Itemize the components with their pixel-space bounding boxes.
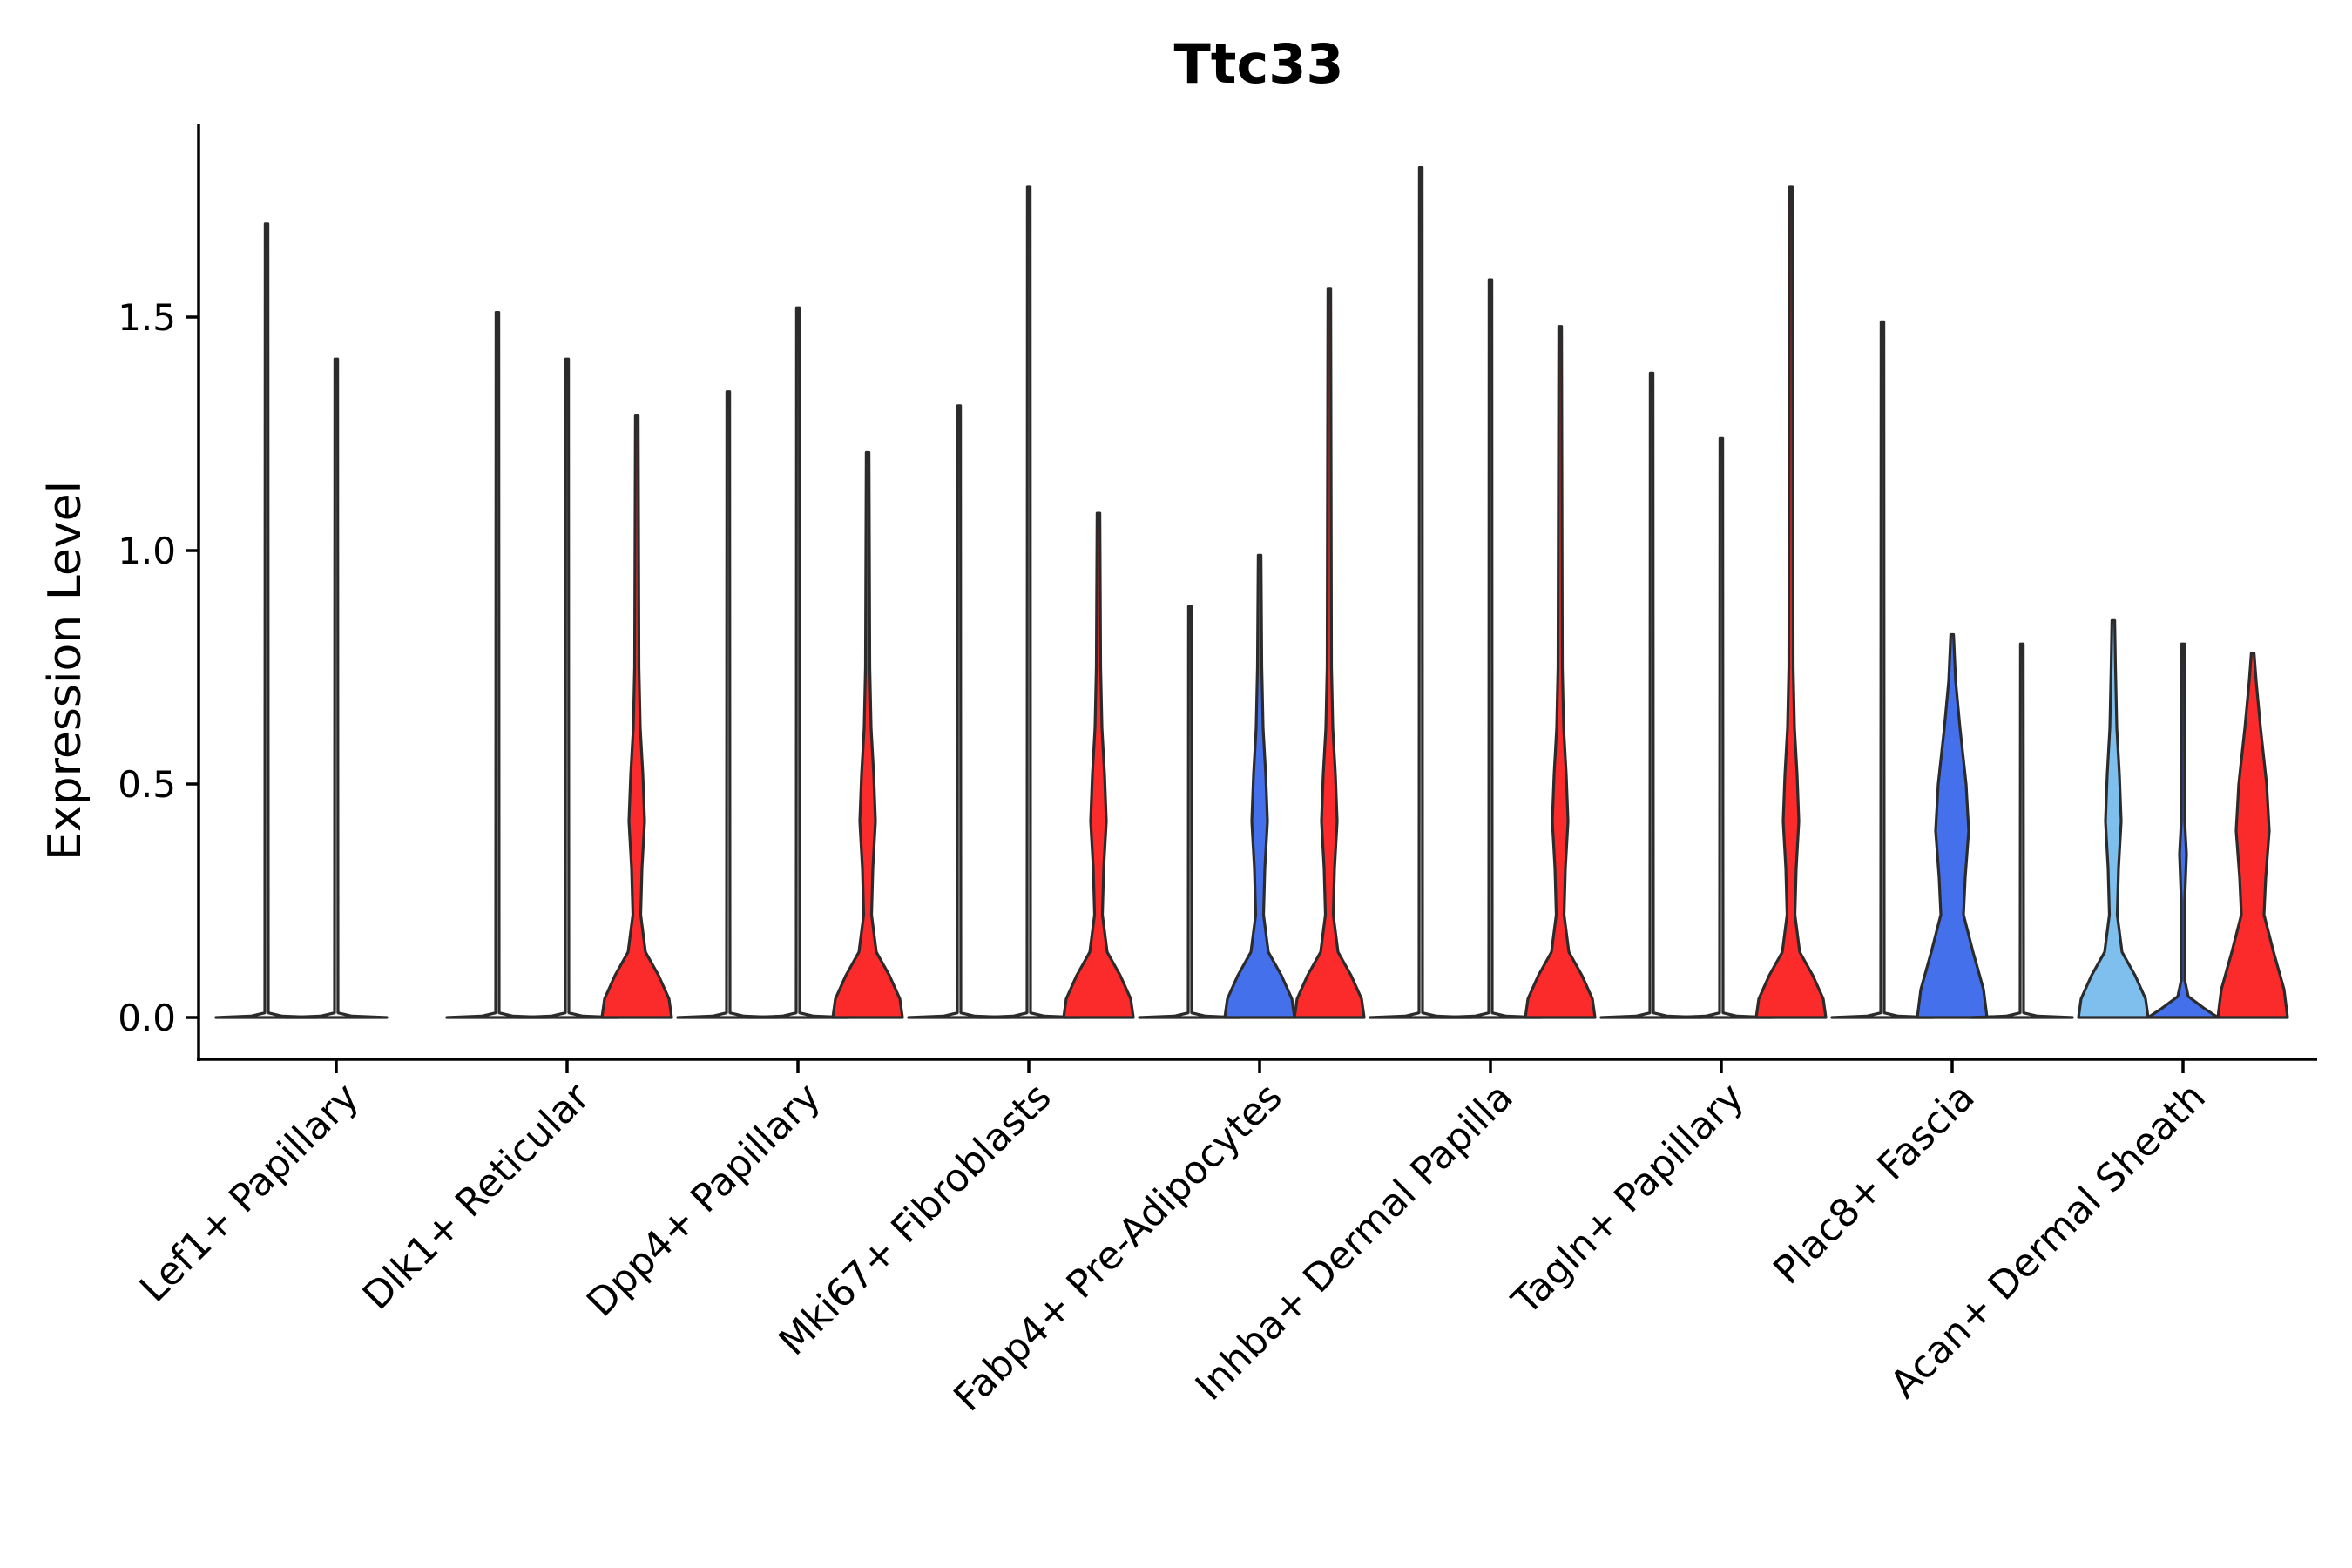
violin-1-7 bbox=[1599, 371, 1704, 1019]
violin-1-8 bbox=[1830, 320, 1935, 1019]
violin-2-4 bbox=[977, 185, 1081, 1019]
violins-layer bbox=[214, 166, 2289, 1019]
violin-2-7 bbox=[1669, 436, 1774, 1019]
y-tick-label: 1.5 bbox=[118, 296, 176, 339]
y-ticks: 0.0 0.5 1.0 1.5 bbox=[118, 296, 199, 1039]
violin-3-9 bbox=[2216, 652, 2289, 1019]
y-axis-label: Expression Level bbox=[39, 481, 91, 861]
violin-1-3 bbox=[676, 390, 781, 1019]
violin-2-2 bbox=[515, 357, 619, 1019]
y-tick-label: 0.0 bbox=[118, 997, 176, 1039]
violin-2-8 bbox=[1916, 632, 1989, 1019]
violin-3-3 bbox=[831, 450, 904, 1019]
violin-3-4 bbox=[1062, 511, 1135, 1019]
violin-3-5 bbox=[1293, 287, 1366, 1019]
violin-2-5 bbox=[1223, 553, 1296, 1019]
violin-2-6 bbox=[1438, 278, 1543, 1019]
violin-1-2 bbox=[445, 311, 550, 1019]
violin-1-9 bbox=[2077, 618, 2150, 1019]
x-category-label: Tagln+ Papillary bbox=[1504, 1075, 1753, 1324]
violin-2-1 bbox=[284, 357, 389, 1019]
chart-title: Ttc33 bbox=[1174, 32, 1344, 96]
y-tick-label: 0.5 bbox=[118, 763, 176, 806]
violin-3-2 bbox=[600, 413, 673, 1019]
violin-2-3 bbox=[746, 306, 850, 1019]
violin-1-6 bbox=[1369, 166, 1473, 1019]
x-category-label: Dpp4+ Papillary bbox=[578, 1075, 829, 1326]
violin-1-1 bbox=[214, 222, 319, 1019]
x-category-label: Lef1+ Papillary bbox=[132, 1075, 368, 1311]
violin-1-5 bbox=[1138, 605, 1242, 1019]
violin-2-9 bbox=[2146, 642, 2220, 1019]
x-category-label: Dlk1+ Reticular bbox=[355, 1074, 599, 1319]
violin-3-6 bbox=[1524, 325, 1597, 1019]
y-tick-label: 1.0 bbox=[118, 530, 176, 572]
violin-3-7 bbox=[1754, 185, 1828, 1019]
violin-1-4 bbox=[907, 404, 1011, 1019]
x-category-label: Plac8+ Fascia bbox=[1765, 1075, 1984, 1294]
violin-3-8 bbox=[1970, 642, 2074, 1019]
